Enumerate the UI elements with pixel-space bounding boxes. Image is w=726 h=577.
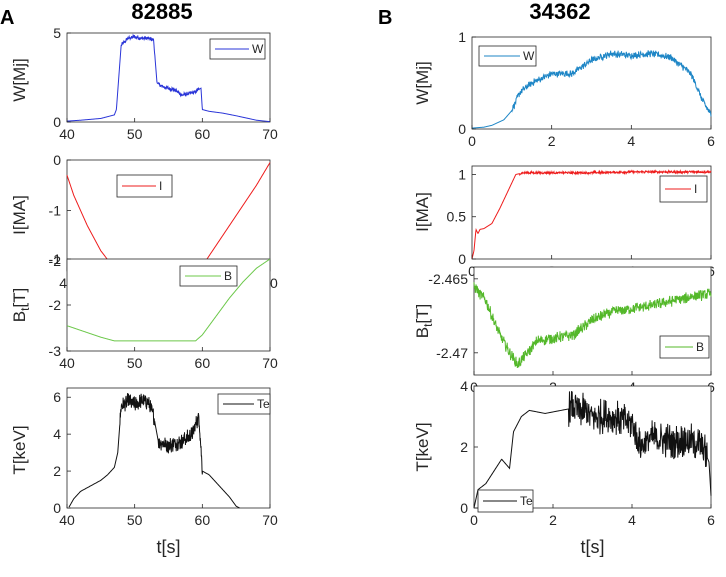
subplot-a4: 40 50 60 70 0 2 4 6 Te T[keV] t[s] [10, 387, 278, 557]
legend-label: Te [520, 494, 533, 508]
x-axis-label: t[s] [580, 537, 604, 557]
x-tick-label: 70 [262, 512, 278, 528]
subplot-b1: 0246051WW[Mj] [413, 29, 715, 149]
y-axis-label: T[keV] [10, 425, 29, 474]
y-axis-label: Bt[T] [10, 288, 32, 323]
series-line-te [473, 391, 712, 509]
y-axis-label: W[Mj] [10, 58, 29, 101]
y-tick-label: 0 [458, 251, 466, 267]
series-line-b [473, 282, 712, 368]
x-tick-label: 6 [707, 512, 715, 528]
legend-label: B [224, 269, 232, 283]
x-tick-label: 4 [628, 512, 636, 528]
x-tick-label: 0 [470, 512, 478, 528]
x-tick-label: 40 [59, 126, 75, 142]
legend-label: W [523, 49, 535, 63]
panel-letter-b: B [378, 7, 392, 29]
y-tick-label: 0 [458, 121, 466, 137]
axes-frame [66, 258, 271, 352]
y-axis-label: I[MA] [10, 195, 29, 235]
x-tick-label: 0 [468, 263, 476, 279]
y-tick-label: -2.47 [436, 345, 468, 361]
series-line-b [66, 258, 271, 342]
panel-letter-a: A [0, 7, 14, 29]
y-tick-label: 0 [53, 114, 61, 130]
y-tick-label: 4 [53, 426, 61, 442]
y-tick-label: 0 [460, 500, 468, 516]
y-axis-label: I[MA] [413, 192, 432, 232]
y-tick-label: 0 [53, 152, 61, 168]
y-tick-label: 6 [53, 389, 61, 405]
series-line-w [66, 33, 271, 123]
series-line-te [68, 393, 240, 509]
y-tick-label: 2 [460, 439, 468, 455]
y-tick-label: 4 [460, 378, 468, 394]
x-tick-label: 70 [262, 355, 278, 371]
shot-title-a: 82885 [131, 0, 192, 24]
y-tick-label: -2 [49, 297, 62, 313]
y-tick-label: 0.5 [447, 209, 467, 225]
y-axis-label: T[keV] [413, 422, 432, 471]
y-tick-label: 1 [458, 29, 466, 45]
x-tick-label: 70 [262, 126, 278, 142]
legend-label: I [694, 182, 697, 196]
x-tick-label: 4 [627, 133, 635, 149]
subplots: 4050607005WW[Mj]405060700-1-2II[MA]40506… [10, 25, 715, 557]
x-tick-label: 40 [59, 355, 75, 371]
shot-title-b: 34362 [529, 0, 590, 24]
y-tick-label: -3 [49, 343, 62, 359]
x-axis-label: t[s] [156, 537, 180, 557]
x-tick-label: 50 [127, 355, 143, 371]
x-tick-label: 40 [59, 512, 75, 528]
legend-label: Te [257, 397, 270, 411]
x-tick-label: 6 [707, 133, 715, 149]
y-tick-label: 5 [53, 25, 61, 41]
y-tick-label: -1 [49, 202, 62, 218]
legend-label: B [696, 340, 704, 354]
x-tick-label: 2 [548, 133, 556, 149]
x-tick-label: 60 [195, 126, 211, 142]
legend-label: W [252, 42, 264, 56]
x-tick-label: 2 [549, 512, 557, 528]
y-tick-label: 0 [53, 500, 61, 516]
subplot-a1: 40 50 60 70 0 5 W W[Mj] [10, 25, 278, 142]
series-line-i [471, 169, 712, 260]
x-tick-label: 60 [195, 355, 211, 371]
y-tick-label: 2 [53, 463, 61, 479]
x-tick-label: 0 [468, 133, 476, 149]
y-tick-label: 1 [458, 166, 466, 182]
y-tick-label: -2 [49, 253, 62, 269]
y-tick-label: -1 [49, 251, 62, 267]
x-tick-label: 50 [127, 126, 143, 142]
y-axis-label: Bt[T] [413, 304, 435, 339]
subplot-b4: 0 2 4 6 0 2 4 Te T[keV] t[s] [413, 378, 715, 557]
x-tick-label: 60 [195, 512, 211, 528]
x-tick-label: 50 [127, 512, 143, 528]
series-line-w [471, 50, 712, 129]
y-tick-label: -2.465 [428, 271, 468, 287]
legend-label: I [159, 179, 162, 193]
y-axis-label: W[Mj] [413, 61, 432, 104]
